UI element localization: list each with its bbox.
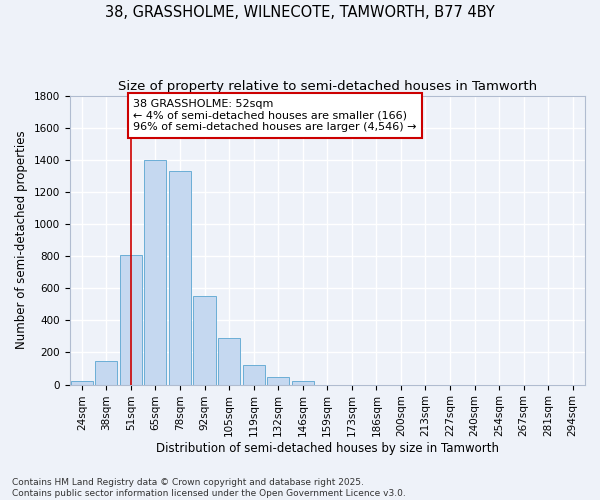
Title: Size of property relative to semi-detached houses in Tamworth: Size of property relative to semi-detach… xyxy=(118,80,537,93)
X-axis label: Distribution of semi-detached houses by size in Tamworth: Distribution of semi-detached houses by … xyxy=(156,442,499,455)
Bar xyxy=(169,171,191,384)
Y-axis label: Number of semi-detached properties: Number of semi-detached properties xyxy=(15,131,28,350)
Bar xyxy=(193,296,215,384)
Bar xyxy=(71,382,93,384)
Bar xyxy=(242,366,265,384)
Bar xyxy=(95,362,118,384)
Bar xyxy=(145,160,166,384)
Bar xyxy=(292,382,314,384)
Text: 38 GRASSHOLME: 52sqm
← 4% of semi-detached houses are smaller (166)
96% of semi-: 38 GRASSHOLME: 52sqm ← 4% of semi-detach… xyxy=(133,99,417,132)
Text: 38, GRASSHOLME, WILNECOTE, TAMWORTH, B77 4BY: 38, GRASSHOLME, WILNECOTE, TAMWORTH, B77… xyxy=(105,5,495,20)
Bar xyxy=(267,376,289,384)
Bar xyxy=(120,254,142,384)
Bar xyxy=(218,338,240,384)
Text: Contains HM Land Registry data © Crown copyright and database right 2025.
Contai: Contains HM Land Registry data © Crown c… xyxy=(12,478,406,498)
